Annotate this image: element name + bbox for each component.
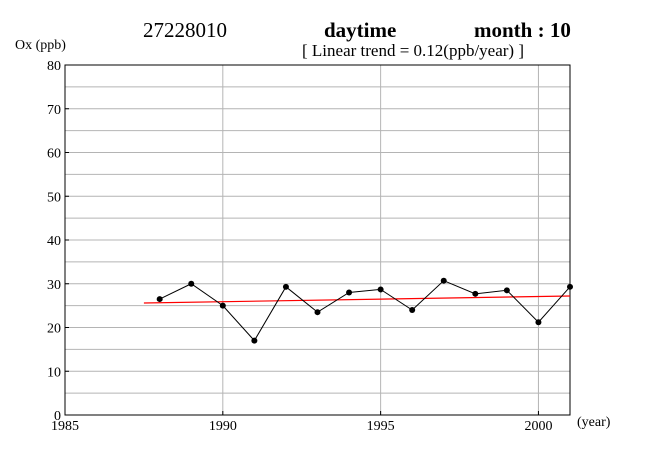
- trend-label: [ Linear trend = 0.12(ppb/year) ]: [302, 41, 524, 60]
- x-tick-label: 1985: [51, 419, 79, 434]
- trend-line-group: [143, 295, 571, 304]
- data-point: [314, 309, 321, 316]
- data-point: [409, 307, 416, 313]
- data-point: [282, 283, 289, 290]
- data-point: [188, 280, 195, 287]
- y-tick-label: 10: [47, 365, 61, 380]
- x-axis-label: (year): [577, 415, 611, 430]
- month-label: month : 10: [474, 18, 571, 42]
- data-point: [440, 277, 447, 284]
- data-point: [503, 287, 510, 294]
- trend-line: [143, 295, 571, 304]
- data-point: [156, 296, 163, 303]
- y-tick-label: 60: [47, 147, 61, 162]
- period-label: daytime: [324, 18, 397, 42]
- y-tick-label: 30: [47, 278, 61, 293]
- y-axis-label: Ox (ppb): [15, 38, 66, 53]
- series-line: [159, 280, 571, 342]
- x-tick-labels: 1985 1990 1995 2000: [51, 411, 552, 434]
- data-point: [567, 283, 573, 290]
- x-tick-label: 2000: [524, 419, 552, 434]
- y-tick-label: 20: [47, 322, 61, 337]
- data-point: [472, 290, 479, 297]
- x-tick-label: 1995: [367, 419, 395, 434]
- y-tick-labels: 0 10 20 30 40 50 60 70 80: [47, 59, 69, 424]
- station-id: 27228010: [143, 18, 227, 42]
- data-point: [346, 289, 353, 296]
- series-group: [156, 277, 573, 344]
- y-tick-label: 70: [47, 103, 61, 118]
- data-point: [377, 286, 384, 293]
- data-point: [219, 302, 226, 309]
- data-point: [251, 337, 258, 344]
- x-tick-label: 1990: [209, 419, 237, 434]
- data-point: [535, 319, 542, 326]
- y-tick-label: 40: [47, 234, 61, 249]
- grid: [65, 65, 570, 415]
- y-tick-label: 80: [47, 59, 61, 74]
- y-tick-label: 50: [47, 190, 61, 205]
- y-tick-label: 0: [54, 409, 61, 424]
